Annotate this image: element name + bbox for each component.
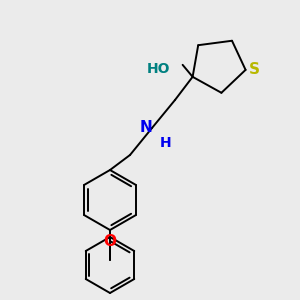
Text: O: O	[103, 235, 116, 250]
Text: N: N	[139, 121, 152, 136]
Text: H: H	[160, 136, 172, 150]
Text: HO: HO	[147, 62, 171, 76]
Text: S: S	[249, 62, 260, 77]
